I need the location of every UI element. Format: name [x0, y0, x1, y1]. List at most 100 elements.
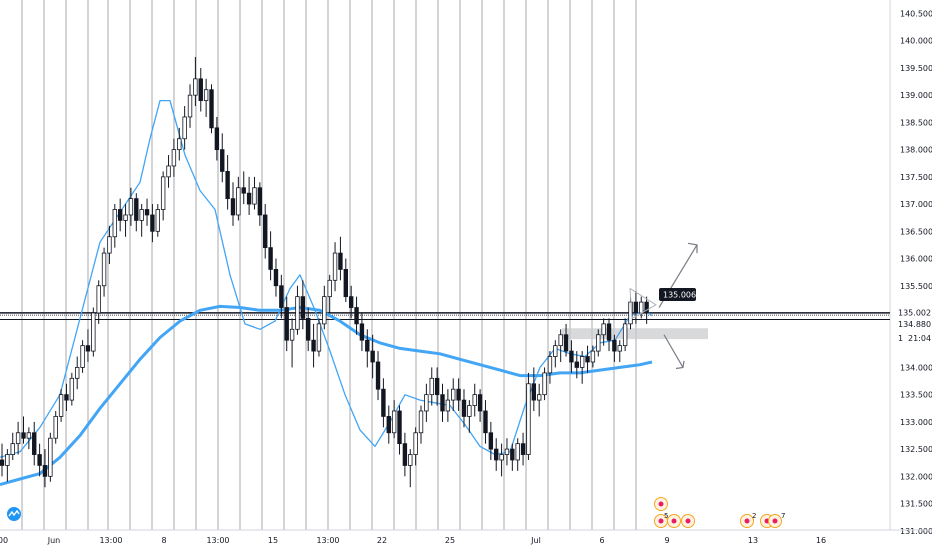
candle: [542, 367, 547, 401]
candle: [467, 400, 472, 433]
candle: [64, 383, 69, 411]
time-tick-label: 13:00: [316, 536, 339, 545]
candle: [10, 432, 15, 460]
time-axis[interactable]: 00 Jun 13:00 8 13:00 15 13:00 22 25 Jul 6 9 13 16: [0, 536, 826, 545]
price-tick-label: 131.500: [900, 500, 932, 509]
candle: [112, 204, 118, 248]
event-marker[interactable]: [654, 497, 668, 511]
candle: [354, 296, 359, 335]
candle: [563, 323, 569, 357]
event-marker[interactable]: [681, 514, 695, 528]
triangle-pattern[interactable]: [629, 287, 657, 320]
line-upper-tag: [891, 306, 932, 319]
candle: [21, 416, 26, 444]
candle: [53, 410, 58, 444]
candle: [408, 449, 413, 488]
candle: [504, 438, 510, 466]
candle: [494, 438, 499, 471]
candle: [91, 307, 96, 357]
price-tick-label: 133.500: [900, 391, 932, 400]
price-tick-label: 138.000: [900, 146, 932, 155]
candle: [48, 432, 53, 482]
candle: [547, 351, 553, 384]
candle: [96, 280, 101, 324]
price-labels: 135.006 135.002 134.880 1 21:04: [659, 288, 932, 344]
price-tick-label: 136.000: [900, 255, 932, 264]
price-axis[interactable]: 140.500 140.000 139.500 139.000 138.500 138.0…: [900, 10, 932, 536]
candle: [150, 204, 155, 243]
candle: [257, 182, 263, 226]
time-tick-label: 22: [377, 536, 387, 545]
candle: [461, 389, 467, 428]
candle: [596, 329, 601, 357]
time-tick-label: Jul: [530, 536, 541, 545]
candle: [69, 372, 75, 406]
candle: [220, 133, 225, 183]
candle: [177, 127, 182, 161]
candle: [58, 389, 64, 422]
time-tick-label: 13:00: [206, 536, 229, 545]
candle: [338, 236, 343, 281]
drawings[interactable]: [629, 242, 698, 370]
candle: [440, 383, 445, 422]
candle: [300, 280, 306, 330]
candle: [193, 57, 198, 107]
time-tick-label: 9: [664, 536, 669, 545]
candle: [42, 449, 48, 488]
candle: [472, 383, 477, 417]
event-marker[interactable]: [768, 514, 782, 528]
target-zone[interactable]: [562, 328, 708, 340]
candle: [510, 443, 515, 471]
plot-background: [0, 0, 890, 530]
candle: [252, 176, 257, 210]
candle: [155, 204, 160, 237]
price-tick-label: 134.000: [900, 363, 932, 372]
event-marker[interactable]: [667, 514, 681, 528]
arrow-down-line[interactable]: [663, 334, 684, 368]
candle: [365, 329, 370, 368]
candle: [488, 421, 494, 460]
event-marker[interactable]: [740, 514, 754, 528]
candle: [531, 367, 537, 411]
candle: [397, 405, 402, 455]
candle: [26, 427, 32, 450]
candle: [601, 318, 606, 346]
candle: [327, 274, 332, 313]
candle: [558, 329, 563, 362]
candle: [75, 356, 80, 390]
candle: [381, 378, 386, 428]
candle: [526, 372, 531, 460]
candle: [263, 204, 268, 259]
moving-average-line: [0, 99, 653, 458]
price-tick-label: 140.500: [900, 10, 932, 19]
price-tick-label: 138.500: [900, 118, 932, 127]
horizontal-lines[interactable]: [0, 312, 890, 321]
candle: [456, 378, 461, 411]
candle: [612, 334, 617, 362]
candle: [499, 443, 504, 477]
candle: [187, 84, 193, 128]
arrow-up-head: [687, 242, 698, 254]
event-markers[interactable]: 5 2 7: [654, 497, 786, 528]
candle: [37, 443, 42, 477]
candle: [15, 421, 21, 455]
candle: [134, 193, 139, 232]
brand-logo[interactable]: [7, 507, 21, 521]
line-upper-label: 135.002: [898, 309, 931, 318]
line-lower-label: 134.880: [898, 320, 931, 329]
candle: [386, 405, 391, 444]
candle: [289, 318, 295, 368]
candle: [424, 383, 429, 422]
time-tick-label: 13: [748, 536, 758, 545]
time-tick-label: 13:00: [99, 536, 122, 545]
zone-rect[interactable]: [562, 328, 708, 340]
event-count: 5: [664, 512, 668, 520]
candle: [322, 285, 327, 330]
time-tick-label: 8: [161, 536, 166, 545]
candle: [434, 367, 440, 406]
candle: [590, 345, 596, 368]
candle: [268, 231, 273, 281]
candle: [236, 176, 241, 221]
time-tick-label: 6: [599, 536, 604, 545]
